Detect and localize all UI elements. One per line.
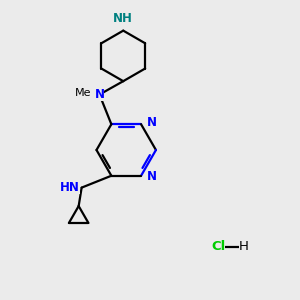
Text: N: N [94,88,104,101]
Text: N: N [146,116,156,129]
Text: NH: NH [113,12,133,25]
Text: H: H [239,240,249,253]
Text: HN: HN [60,181,80,194]
Text: Me: Me [75,88,92,98]
Text: N: N [146,170,156,183]
Text: Cl: Cl [211,240,226,253]
